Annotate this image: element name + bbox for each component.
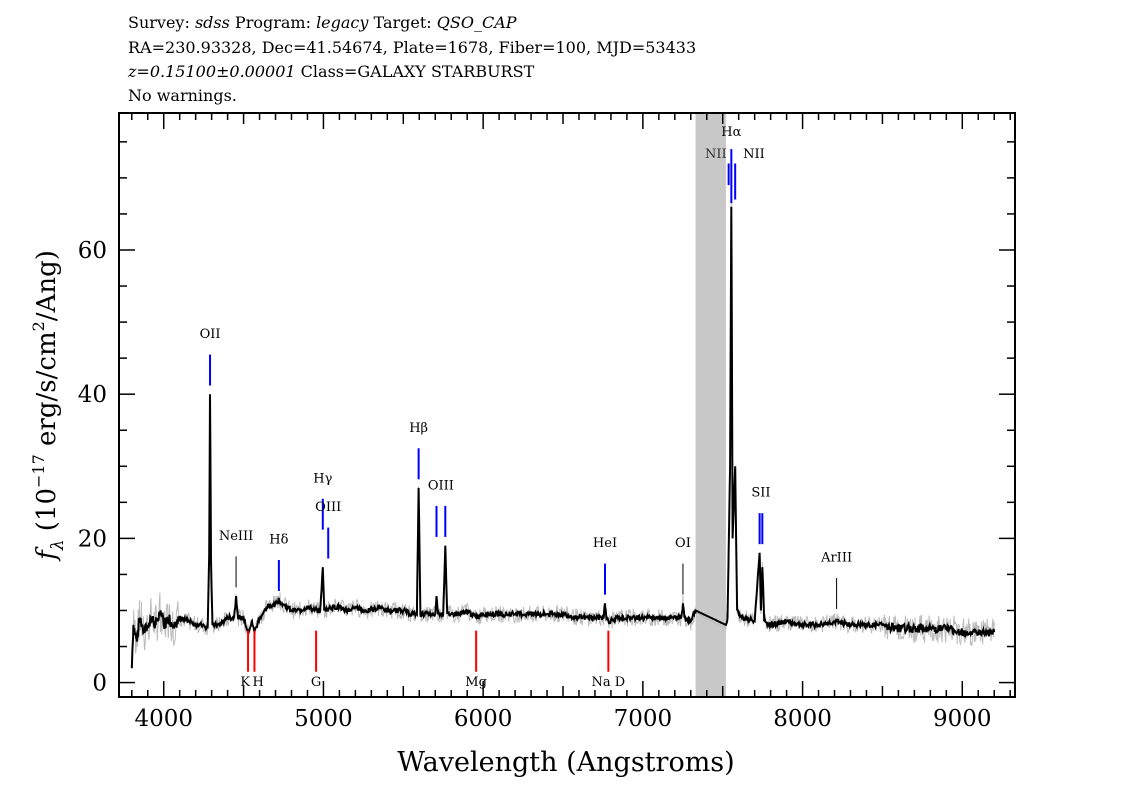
redshift: z=0.15100±0.00001 [128,62,296,81]
line-label-g: G [311,675,321,690]
y-label-c: /Ang) [32,250,62,321]
survey-label: Survey: [128,13,190,32]
masked-region [695,113,726,697]
x-axis-label: Wavelength (Angstroms) [397,747,734,778]
header-line-2: RA=230.93328, Dec=41.54674, Plate=1678, … [128,38,697,57]
line-label-nii: NII [743,147,765,162]
class: Class=GALAXY STARBURST [300,62,535,81]
y-label-exp: −17 [29,454,48,488]
line-label-oiii: OIII [428,479,454,494]
header-line-3: z=0.15100±0.00001 Class=GALAXY STARBURST [128,63,534,81]
line-label-oiii: OIII [315,500,341,515]
y-tick-label: 60 [78,238,107,264]
line-label-nii: NII [705,147,727,162]
x-tick-label: 7000 [614,706,673,732]
x-tick-label: 9000 [933,706,992,732]
target-value: QSO_CAP [436,13,517,32]
line-label-k: K [240,675,250,690]
y-label-b: erg/s/cm [32,331,62,454]
y-tick-label: 20 [78,526,107,552]
line-label-hα: Hα [721,125,741,140]
target-label: Target: [373,13,432,32]
plot-frame [118,112,1016,698]
y-label-a: (10 [32,488,62,540]
line-label-hγ: Hγ [313,471,332,486]
line-label-oii: OII [200,327,221,342]
spectrum-line [130,206,996,669]
line-label-sii: SII [751,486,770,501]
line-label-hβ: Hβ [409,421,428,436]
x-tick-label: 5000 [294,706,353,732]
line-label-hei: HeI [593,536,617,551]
x-tick-label: 4000 [134,706,193,732]
program-value: legacy [316,13,369,32]
y-axis-label: fλ (10−17 erg/s/cm2/Ang) [29,250,68,562]
line-label-oi: OI [675,536,691,551]
x-tick-label: 6000 [454,706,513,732]
y-label-sub: λ [48,539,68,551]
error-spectrum-line [131,200,995,669]
line-label-na-d: Na D [592,675,626,690]
x-tick-label: 8000 [773,706,832,732]
header-line-1: Survey: sdss Program: legacy Target: QSO… [128,14,517,32]
line-label-h: H [252,675,263,690]
program-label: Program: [234,13,311,32]
line-label-hδ: Hδ [269,533,288,548]
line-label-mg: Mg [465,675,487,690]
y-label-exp2: 2 [29,321,48,331]
line-label-neiii: NeIII [219,529,253,544]
y-tick-label: 40 [78,382,107,408]
line-label-ariii: ArIII [820,551,852,566]
survey-value: sdss [194,13,230,32]
warnings: No warnings. [128,86,237,105]
y-tick-label: 0 [92,671,107,697]
